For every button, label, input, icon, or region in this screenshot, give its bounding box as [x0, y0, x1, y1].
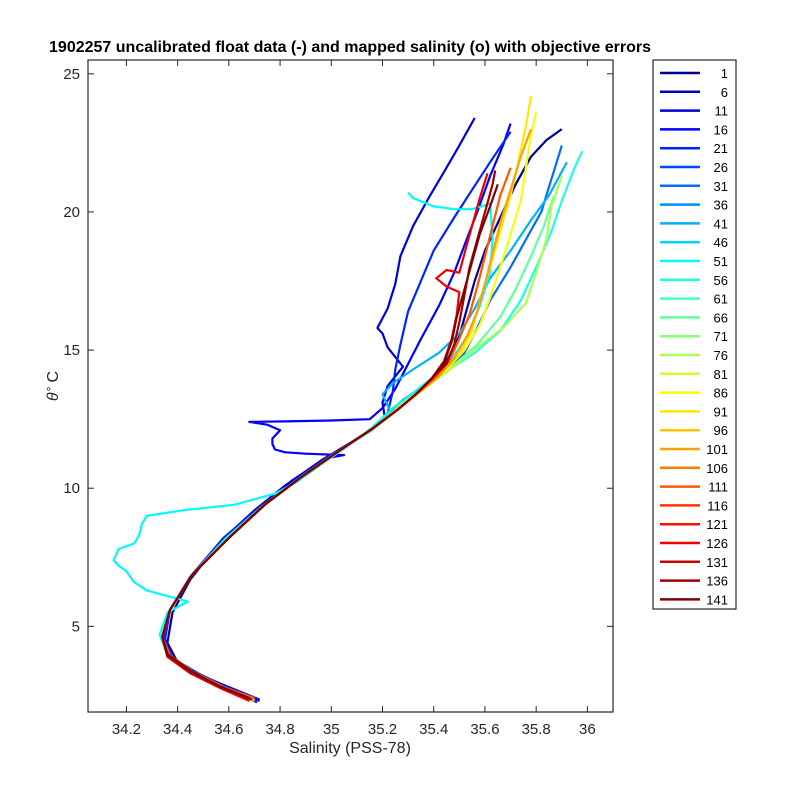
legend-box — [652, 59, 737, 610]
y-tick-label: 15 — [63, 342, 80, 359]
legend-label-51: 51 — [714, 254, 728, 269]
series-line-51 — [112, 191, 494, 700]
series-line-111 — [161, 167, 512, 700]
y-tick-label: 10 — [63, 480, 80, 497]
x-tick-label: 35.2 — [368, 721, 397, 738]
legend-label-136: 136 — [706, 574, 728, 589]
legend-label-16: 16 — [714, 122, 728, 137]
series-line-21 — [163, 131, 512, 702]
x-tick-label: 35 — [323, 721, 340, 738]
legend-label-71: 71 — [714, 329, 728, 344]
y-tick-label: 20 — [63, 204, 80, 221]
series-layer — [112, 95, 584, 704]
legend-label-106: 106 — [706, 461, 728, 476]
y-axis-label-degree: ∘ — [43, 385, 55, 392]
legend-label-116: 116 — [707, 498, 728, 513]
x-tick-label: 34.4 — [163, 721, 192, 738]
series-line-91 — [161, 95, 533, 701]
legend-label-31: 31 — [714, 179, 728, 194]
legend-label-101: 101 — [706, 442, 728, 457]
x-axis-ticks: 34.2 34.4 34.6 34.8 35 35.2 35.4 35.6 35.8 36 — [112, 60, 596, 738]
legend-label-66: 66 — [714, 310, 728, 325]
plot-area — [112, 95, 584, 704]
legend-label-11: 11 — [715, 104, 729, 119]
legend-label-41: 41 — [714, 216, 728, 231]
legend-label-6: 6 — [721, 85, 728, 100]
legend-label-86: 86 — [714, 386, 728, 401]
x-tick-label: 34.2 — [112, 721, 141, 738]
legend-label-131: 131 — [706, 555, 728, 570]
legend-label-126: 126 — [706, 536, 728, 551]
y-axis-label: θ∘ C — [43, 371, 62, 401]
legend-label-96: 96 — [714, 423, 728, 438]
series-line-141 — [161, 183, 499, 700]
x-tick-label: 34.6 — [214, 721, 243, 738]
y-axis-ticks: 5 10 15 20 25 — [63, 66, 613, 635]
legend: 1611162126313641465156616671768186919610… — [652, 59, 737, 610]
legend-label-26: 26 — [714, 160, 728, 175]
y-tick-label: 25 — [63, 66, 80, 83]
legend-label-76: 76 — [714, 348, 728, 363]
legend-label-1: 1 — [721, 66, 728, 81]
series-line-11 — [163, 117, 476, 704]
x-tick-label: 35.8 — [522, 721, 551, 738]
x-tick-label: 34.8 — [265, 721, 294, 738]
y-axis-label-unit: C — [45, 371, 62, 383]
series-line-136 — [161, 170, 497, 701]
series-line-126 — [161, 172, 489, 702]
series-line-56 — [161, 150, 584, 701]
legend-label-56: 56 — [714, 273, 728, 288]
x-tick-label: 35.6 — [470, 721, 499, 738]
plot-frame — [87, 59, 614, 713]
legend-label-141: 141 — [706, 592, 728, 607]
legend-label-81: 81 — [714, 367, 728, 382]
chart-title: 1902257 uncalibrated float data (-) and … — [49, 39, 651, 56]
x-tick-label: 35.4 — [419, 721, 448, 738]
legend-label-61: 61 — [714, 292, 728, 307]
y-tick-label: 5 — [72, 618, 80, 635]
legend-label-46: 46 — [714, 235, 728, 250]
legend-label-111: 111 — [708, 480, 728, 495]
y-axis-label-symbol: θ — [45, 392, 62, 401]
legend-label-121: 121 — [706, 517, 728, 532]
series-line-41 — [161, 161, 568, 700]
legend-label-36: 36 — [714, 198, 728, 213]
legend-label-21: 21 — [714, 141, 728, 156]
x-axis-label: Salinity (PSS-78) — [289, 740, 411, 757]
legend-label-91: 91 — [714, 404, 728, 419]
x-tick-label: 36 — [579, 721, 596, 738]
